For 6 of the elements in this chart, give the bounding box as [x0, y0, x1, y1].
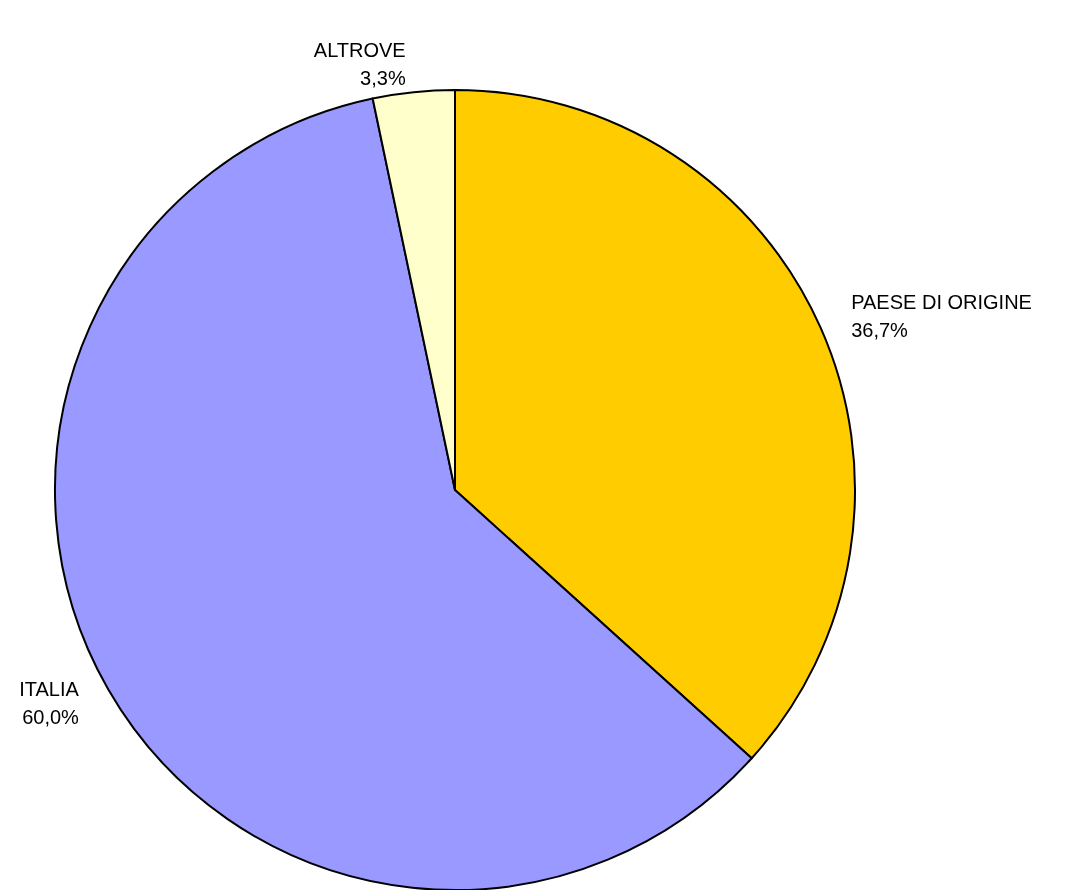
slice-label: PAESE DI ORIGINE	[851, 291, 1032, 314]
data-label: 3,3%	[360, 67, 406, 90]
data-label: 36,7%	[851, 319, 909, 342]
data-label: 60,0%	[22, 706, 80, 729]
slice-label: ALTROVE	[313, 39, 406, 62]
slice-label: ITALIA	[19, 678, 80, 701]
